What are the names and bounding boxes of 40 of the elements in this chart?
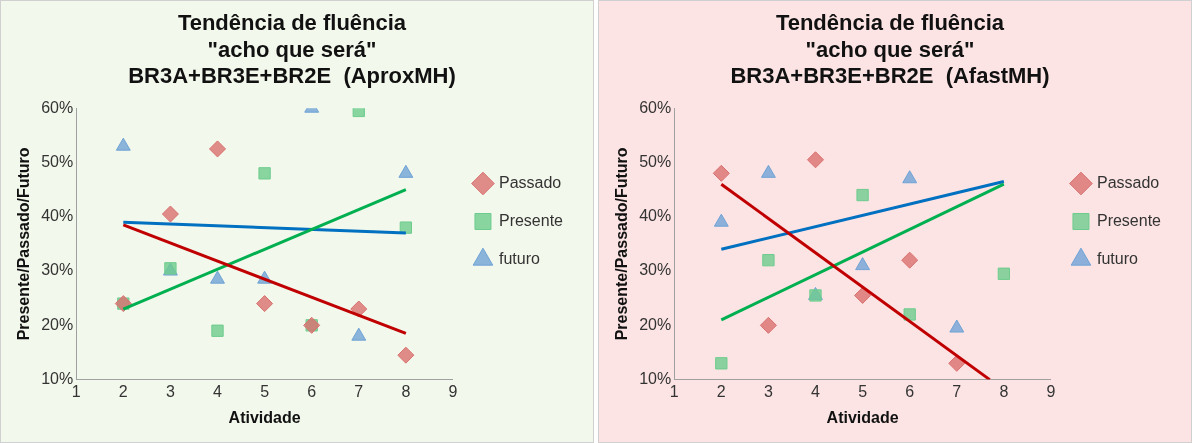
y-tick-label: 20% xyxy=(41,315,74,333)
y-tick-label: 30% xyxy=(639,261,672,279)
legend-label: Presente xyxy=(1096,211,1162,229)
x-tick-label: 5 xyxy=(858,382,868,400)
x-tick-label: 2 xyxy=(118,382,128,400)
legend-label: Passado xyxy=(498,173,562,191)
y-axis-title: Presente/Passado/Futuro xyxy=(613,147,631,341)
x-tick-label: 7 xyxy=(354,382,364,400)
y-tick-label: 50% xyxy=(639,152,672,170)
x-tick-label: 8 xyxy=(999,382,1009,400)
legend-label: futuro xyxy=(1096,249,1138,267)
x-axis-title: Atividade xyxy=(228,408,301,426)
y-tick-label: 60% xyxy=(639,98,672,116)
y-tick-label: 40% xyxy=(41,207,74,225)
y-tick-label: 10% xyxy=(41,370,74,388)
y-axis-title: Presente/Passado/Futuro xyxy=(15,147,33,341)
y-tick-label: 60% xyxy=(41,98,74,116)
x-tick-label: 6 xyxy=(307,382,317,400)
y-tick-label: 30% xyxy=(41,261,74,279)
y-tick-label: 20% xyxy=(639,315,672,333)
x-axis-title: Atividade xyxy=(826,408,899,426)
x-tick-label: 4 xyxy=(811,382,821,400)
legend-label: Presente xyxy=(498,211,564,229)
x-tick-label: 5 xyxy=(260,382,270,400)
x-tick-label: 3 xyxy=(165,382,175,400)
x-tick-label: 9 xyxy=(448,382,458,400)
chart-title: Tendência de fluência "acho que será" BR3A+BR3E+BR2E (AproxMH) xyxy=(128,10,456,89)
x-tick-label: 7 xyxy=(952,382,962,400)
x-tick-label: 6 xyxy=(905,382,915,400)
x-tick-label: 9 xyxy=(1046,382,1056,400)
chart-title: Tendência de fluência "acho que será" BR3A+BR3E+BR2E (AfastMH) xyxy=(730,10,1050,89)
x-tick-label: 8 xyxy=(401,382,411,400)
x-tick-label: 4 xyxy=(213,382,223,400)
y-tick-label: 10% xyxy=(639,370,672,388)
legend-label: Passado xyxy=(1096,173,1160,191)
legend-label: futuro xyxy=(498,249,540,267)
y-tick-label: 50% xyxy=(41,152,74,170)
x-tick-label: 3 xyxy=(763,382,773,400)
y-tick-label: 40% xyxy=(639,207,672,225)
x-tick-label: 2 xyxy=(716,382,726,400)
